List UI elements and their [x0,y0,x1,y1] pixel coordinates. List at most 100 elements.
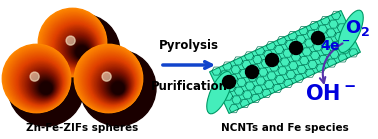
Circle shape [50,20,101,71]
Circle shape [74,44,89,59]
Circle shape [48,18,102,72]
Text: NCNTs and Fe species: NCNTs and Fe species [221,123,349,133]
Circle shape [105,75,127,97]
Circle shape [39,81,53,95]
Circle shape [49,19,101,71]
Circle shape [78,48,141,111]
Circle shape [30,72,57,99]
Circle shape [18,60,63,105]
Circle shape [14,56,65,107]
Circle shape [57,27,97,67]
Circle shape [29,71,57,99]
Circle shape [40,10,106,76]
Circle shape [50,20,101,71]
Circle shape [58,28,97,67]
Circle shape [110,80,125,95]
Circle shape [33,75,56,97]
Circle shape [27,69,58,100]
Circle shape [37,79,53,95]
Circle shape [34,76,55,97]
Circle shape [60,30,96,66]
Circle shape [86,56,137,107]
Circle shape [81,50,139,110]
Circle shape [89,59,135,106]
Circle shape [108,79,125,96]
Circle shape [12,54,66,108]
Circle shape [65,35,93,63]
Circle shape [74,44,143,113]
Circle shape [96,66,132,102]
Text: $\mathbf{O_2}$: $\mathbf{O_2}$ [345,18,370,38]
Circle shape [55,25,98,68]
Circle shape [265,54,279,66]
Circle shape [4,46,70,112]
Circle shape [90,59,135,105]
Circle shape [76,46,88,58]
Circle shape [75,45,143,112]
Circle shape [22,64,61,103]
Circle shape [13,55,65,107]
Circle shape [36,78,54,96]
Circle shape [75,45,88,59]
Circle shape [8,50,84,126]
Circle shape [81,51,139,109]
Circle shape [99,69,130,100]
Circle shape [108,78,126,96]
Circle shape [40,82,52,94]
Circle shape [41,11,105,75]
Circle shape [29,72,57,99]
Circle shape [60,30,96,66]
Ellipse shape [338,10,363,53]
Circle shape [93,63,133,104]
Circle shape [16,58,64,106]
Circle shape [223,75,235,89]
Circle shape [91,61,134,104]
Circle shape [11,53,67,109]
Circle shape [5,47,69,111]
Circle shape [24,66,60,102]
Circle shape [17,59,63,105]
Circle shape [15,57,64,106]
Circle shape [23,66,60,102]
Circle shape [17,59,64,106]
Circle shape [82,52,139,109]
Circle shape [72,42,90,60]
Circle shape [68,38,92,62]
Circle shape [63,33,94,64]
Circle shape [34,75,55,97]
Circle shape [26,69,59,100]
Circle shape [62,32,95,65]
Circle shape [96,66,132,102]
Circle shape [38,80,53,95]
Circle shape [87,56,136,107]
Circle shape [44,14,104,74]
Circle shape [112,82,124,94]
Circle shape [111,81,124,95]
Circle shape [40,11,105,76]
Text: Zn-Fe-ZIFs spheres: Zn-Fe-ZIFs spheres [26,123,138,133]
Circle shape [64,33,94,64]
Circle shape [93,63,133,103]
Circle shape [102,72,111,81]
Circle shape [14,56,65,107]
Circle shape [76,46,142,112]
Text: Pyrolysis: Pyrolysis [159,39,219,52]
Circle shape [77,47,141,112]
Circle shape [104,74,128,98]
Circle shape [57,27,98,68]
Circle shape [64,34,94,64]
Circle shape [107,77,126,96]
Circle shape [73,43,89,59]
Circle shape [66,36,75,45]
Circle shape [70,40,91,61]
Circle shape [101,71,129,99]
Circle shape [70,39,91,61]
Circle shape [102,72,129,99]
Circle shape [87,57,136,106]
Text: $\mathbf{OH^-}$: $\mathbf{OH^-}$ [305,84,356,104]
Circle shape [102,72,129,99]
Circle shape [80,50,156,126]
Circle shape [21,63,61,103]
Circle shape [84,54,138,108]
Circle shape [83,53,138,109]
